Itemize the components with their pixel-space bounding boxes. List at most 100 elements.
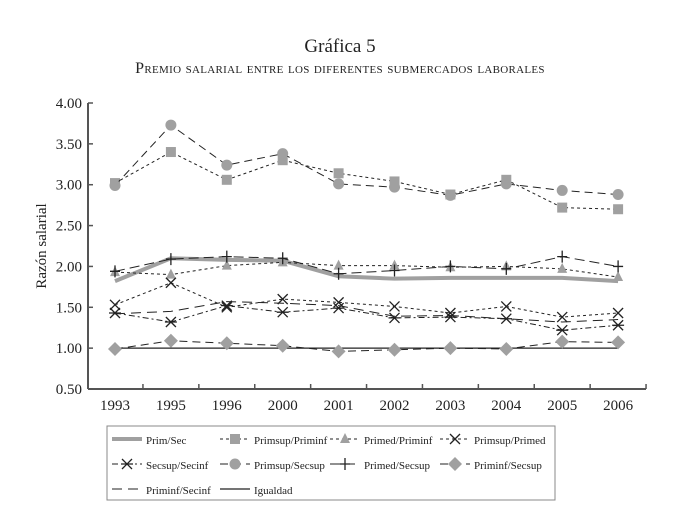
x-tick-label: 2004 bbox=[491, 398, 522, 414]
x-tick-label: 2005 bbox=[547, 398, 577, 414]
data-point-primsup-priminf bbox=[389, 176, 400, 187]
data-point-primed-secsup bbox=[221, 250, 232, 263]
data-point-priminf-secsup bbox=[219, 336, 234, 351]
data-point-secsup-secinf bbox=[276, 306, 289, 318]
data-point-secsup-secinf bbox=[388, 312, 401, 324]
legend-item: Primed/Secsup bbox=[330, 458, 430, 472]
legend-box bbox=[106, 425, 556, 501]
data-point-primsup-primed bbox=[389, 301, 400, 312]
series-line-secsup-secinf bbox=[114, 305, 619, 331]
legend-label: Primsup/Secsup bbox=[254, 460, 325, 472]
x-tick-label: 2006 bbox=[603, 398, 634, 414]
data-point-primed-priminf bbox=[613, 271, 624, 282]
series-primsup-primed bbox=[109, 277, 624, 323]
data-point-primed-secsup bbox=[557, 250, 568, 263]
data-point-primed-secsup bbox=[277, 252, 288, 265]
data-point-priminf-secsup bbox=[163, 333, 178, 348]
legend-label: Igualdad bbox=[254, 485, 293, 497]
legend-marker bbox=[230, 434, 240, 444]
data-point-primed-secsup bbox=[613, 260, 624, 273]
data-point-primsup-priminf bbox=[165, 147, 176, 158]
y-tick-label: 3.00 bbox=[56, 178, 82, 194]
series-secsup-secinf bbox=[109, 300, 625, 336]
legend-label: Secsup/Secinf bbox=[146, 460, 209, 472]
series-line-prim-sec bbox=[114, 256, 619, 284]
data-point-primsup-priminf bbox=[221, 174, 232, 185]
series-priminf-secinf bbox=[114, 301, 619, 323]
data-point-primsup-secsup bbox=[109, 180, 121, 192]
x-tick-label: 2001 bbox=[324, 398, 354, 414]
legend-item: Primsup/Primed bbox=[440, 433, 546, 447]
data-point-primed-secsup bbox=[165, 253, 176, 266]
legend-item: Priminf/Secsup bbox=[440, 457, 542, 472]
legend-label: Primed/Priminf bbox=[364, 435, 433, 447]
data-point-primsup-secsup bbox=[556, 184, 568, 196]
x-tick-label: 2003 bbox=[435, 398, 465, 414]
data-point-secsup-secinf bbox=[444, 311, 457, 323]
legend-item: Primsup/Priminf bbox=[220, 434, 328, 447]
series-line-primsup-primed bbox=[114, 282, 619, 318]
data-point-priminf-secsup bbox=[275, 338, 290, 353]
data-point-primsup-secsup bbox=[277, 148, 289, 160]
data-point-primed-secsup bbox=[110, 265, 120, 278]
chart-subtitle: Premio salarial entre los diferentes sub… bbox=[135, 60, 545, 77]
y-tick-label: 0.50 bbox=[56, 382, 82, 398]
data-point-priminf-secsup bbox=[443, 341, 458, 356]
legend-item: Primed/Priminf bbox=[330, 433, 433, 447]
data-point-primsup-primed bbox=[500, 301, 512, 312]
data-point-primsup-secsup bbox=[612, 189, 624, 201]
data-point-secsup-secinf bbox=[556, 324, 569, 336]
data-point-primsup-primed bbox=[444, 307, 456, 319]
y-tick-label: 2.50 bbox=[56, 219, 82, 235]
series-primed-secsup bbox=[110, 250, 624, 280]
data-point-secsup-secinf bbox=[220, 300, 233, 312]
legend-item: Secsup/Secinf bbox=[112, 458, 209, 472]
y-tick-label: 1.50 bbox=[56, 300, 82, 316]
data-point-primsup-secsup bbox=[333, 178, 345, 190]
legend-item: Priminf/Secinf bbox=[112, 485, 211, 497]
x-tick-label: 1993 bbox=[100, 398, 130, 414]
data-point-secsup-secinf bbox=[164, 316, 177, 328]
data-point-primsup-secsup bbox=[165, 119, 177, 131]
series-line-primsup-secsup bbox=[114, 124, 619, 196]
data-point-priminf-secsup bbox=[611, 335, 626, 350]
data-point-priminf-secsup bbox=[387, 342, 402, 357]
series-priminf-secsup bbox=[108, 333, 626, 359]
data-point-primsup-secsup bbox=[221, 159, 233, 171]
y-tick-label: 1.00 bbox=[56, 341, 82, 357]
data-point-primsup-priminf bbox=[557, 202, 568, 213]
x-tick-label: 1996 bbox=[212, 398, 243, 414]
legend-item: Igualdad bbox=[220, 485, 293, 497]
data-point-primsup-primed bbox=[277, 293, 289, 305]
x-tick-label: 1995 bbox=[156, 398, 186, 414]
legend-marker bbox=[340, 458, 350, 470]
y-tick-label: 4.00 bbox=[56, 96, 82, 112]
data-point-primed-secsup bbox=[445, 260, 456, 273]
data-point-primsup-primed bbox=[556, 311, 568, 323]
data-point-primsup-secsup bbox=[500, 178, 512, 190]
data-point-primsup-secsup bbox=[444, 189, 456, 201]
legend-item: Primsup/Secsup bbox=[220, 458, 325, 472]
data-point-primsup-secsup bbox=[389, 181, 400, 193]
legend-item: Prim/Sec bbox=[112, 435, 186, 447]
data-point-primsup-primed bbox=[165, 277, 177, 289]
legend-label: Priminf/Secinf bbox=[146, 485, 211, 497]
series-prim-sec bbox=[114, 256, 619, 284]
series-line-primed-priminf bbox=[114, 261, 619, 278]
legend-label: Primed/Secsup bbox=[364, 460, 430, 472]
legend-label: Prim/Sec bbox=[146, 435, 186, 447]
x-tick-label: 2002 bbox=[380, 398, 410, 414]
series-line-priminf-secsup bbox=[114, 340, 619, 352]
legend-marker bbox=[449, 433, 461, 445]
x-tick-label: 2000 bbox=[268, 398, 298, 414]
y-tick-label: 3.50 bbox=[56, 137, 82, 153]
data-point-primsup-primed bbox=[109, 299, 121, 311]
data-point-priminf-secsup bbox=[555, 334, 570, 349]
legend-marker bbox=[340, 433, 350, 443]
data-point-secsup-secinf bbox=[612, 319, 625, 331]
legend-marker bbox=[121, 458, 133, 470]
data-point-primsup-priminf bbox=[333, 168, 344, 179]
data-point-primed-priminf bbox=[557, 262, 568, 273]
